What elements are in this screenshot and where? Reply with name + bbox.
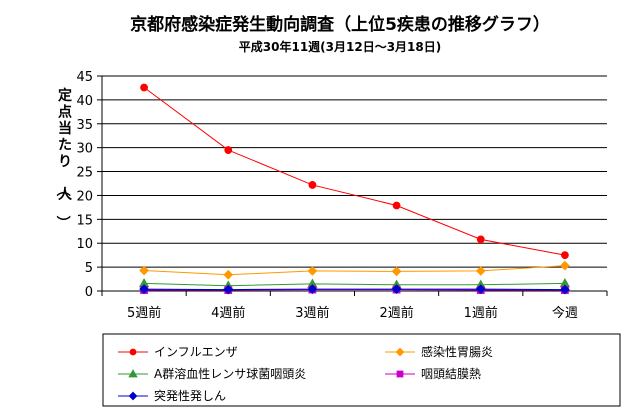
legend-label: 感染性胃腸炎	[421, 344, 493, 359]
x-tick-label: 4週前	[211, 305, 245, 321]
data-point	[307, 284, 318, 294]
legend-label: A群溶血性レンサ球菌咽頭炎	[154, 366, 306, 381]
series-line	[143, 87, 566, 256]
data-point	[308, 181, 317, 189]
y-tick-label: 20	[76, 189, 93, 204]
y-tick-label: 10	[76, 237, 93, 252]
series	[139, 260, 570, 280]
legend-label: 咽頭結膜熱	[421, 367, 481, 381]
legend-box	[102, 333, 621, 407]
legend-entry: 咽頭結膜熱	[385, 367, 481, 381]
y-tick-label: 5	[85, 261, 93, 276]
y-tick-label: 45	[76, 70, 93, 85]
data-point	[307, 266, 318, 276]
series	[140, 83, 569, 260]
x-tick-label: 5週前	[127, 305, 161, 321]
data-point	[139, 284, 149, 294]
data-point	[223, 284, 234, 295]
data-point	[140, 83, 148, 92]
data-point	[128, 369, 138, 378]
y-axis-label: 定点当たり（人）	[54, 87, 73, 230]
y-tick-labels: 0 5 10 15 20 25 30 35 40 45	[76, 70, 93, 300]
y-tick-label: 40	[76, 94, 93, 109]
series-line	[144, 282, 565, 287]
data-point	[139, 265, 149, 276]
y-tick-label: 30	[76, 142, 93, 157]
legend-entry: A群溶血性レンサ球菌咽頭炎	[118, 366, 306, 381]
series-line	[144, 265, 565, 276]
data-point	[224, 146, 233, 154]
grid-lines	[97, 75, 607, 292]
x-tick-label: 今週	[552, 305, 578, 321]
data-point	[560, 260, 570, 271]
series	[138, 278, 571, 290]
series	[139, 284, 570, 295]
series-group	[138, 83, 571, 295]
data-point	[396, 370, 404, 378]
legend-entry: 感染性胃腸炎	[385, 344, 493, 359]
data-point	[475, 284, 486, 294]
x-tick-label: 1週前	[464, 305, 498, 321]
x-tick-label: 2週前	[379, 305, 413, 321]
data-point	[128, 391, 138, 401]
data-point	[391, 266, 402, 277]
data-point	[560, 284, 570, 295]
x-tick-label: 3週前	[295, 305, 329, 321]
data-point	[129, 348, 137, 356]
y-tick-label: 15	[76, 213, 93, 228]
legend-label: 突発性発しん	[154, 388, 226, 403]
data-point	[475, 266, 486, 276]
chart-title: 京都府感染症発生動向調査（上位5疾患の推移グラフ）	[130, 14, 550, 35]
y-tick-label: 0	[85, 285, 93, 300]
data-point	[395, 347, 405, 357]
axes	[101, 76, 608, 296]
data-point	[223, 269, 234, 280]
y-tick-label: 35	[76, 118, 93, 133]
legend-entry: 突発性発しん	[118, 388, 226, 403]
data-point	[392, 201, 401, 210]
chart-subtitle: 平成30年11週(3月12日〜3月18日)	[239, 39, 441, 54]
y-tick-label: 25	[76, 166, 93, 181]
legend-label: インフルエンザ	[154, 345, 238, 359]
data-point	[561, 251, 569, 260]
data-point	[476, 235, 485, 244]
x-tick-labels: 5週前 4週前 3週前 2週前 1週前 今週	[127, 305, 578, 321]
legend-entry: インフルエンザ	[118, 345, 238, 359]
data-point	[391, 284, 402, 294]
